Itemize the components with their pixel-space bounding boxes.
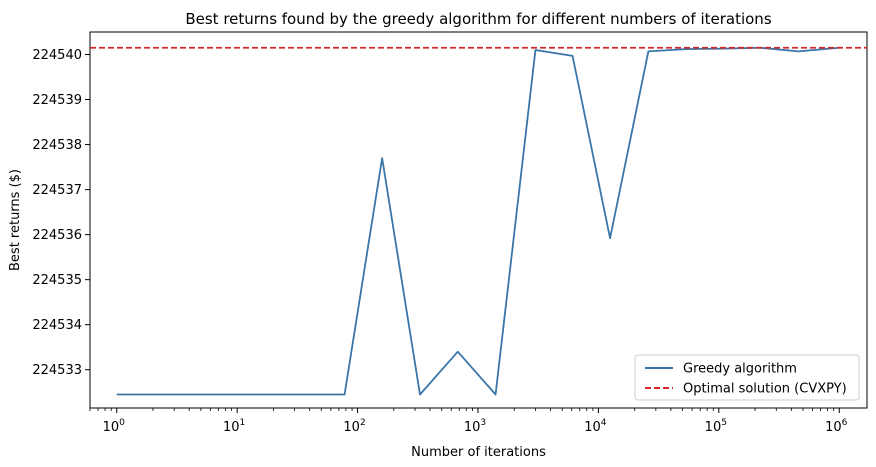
x-tick-exponent: 0	[119, 418, 125, 428]
series-layer	[90, 46, 867, 396]
x-tick-label: 102	[343, 418, 365, 435]
x-tick-label: 104	[584, 418, 607, 435]
x-tick-label: 101	[223, 418, 245, 435]
plot-area	[89, 31, 868, 409]
x-axis: 100 101 102 103 104 105 106	[89, 408, 848, 435]
legend-greedy-label: Greedy algorithm	[683, 362, 797, 377]
y-tick-label: 224540	[32, 48, 82, 63]
x-tick-exponent: 5	[721, 418, 727, 428]
x-tick-exponent: 1	[240, 418, 246, 428]
y-tick-label: 224538	[32, 138, 82, 153]
x-tick-label: 106	[825, 418, 848, 435]
x-tick-label: 105	[705, 418, 727, 435]
x-tick-exponent: 4	[601, 418, 607, 428]
y-tick-label: 224534	[32, 318, 82, 333]
y-tick-label: 224539	[32, 93, 82, 108]
x-tick-label: 100	[103, 418, 126, 435]
y-tick-label: 224537	[32, 183, 82, 198]
y-tick-label: 224533	[32, 363, 82, 378]
y-tick-label: 224535	[32, 273, 82, 288]
greedy-algorithm-line	[116, 46, 840, 396]
y-axis-label: Best returns ($)	[8, 169, 23, 271]
x-tick-exponent: 6	[842, 418, 848, 428]
y-axis: 224533 224534 224535 224536 224537 224538 2245…	[32, 48, 90, 378]
legend: Greedy algorithm Optimal solution (CVXPY…	[634, 354, 860, 401]
x-tick-exponent: 3	[480, 418, 486, 428]
legend-optimal-label: Optimal solution (CVXPY)	[683, 382, 847, 397]
x-tick-exponent: 2	[360, 418, 366, 428]
y-tick-label: 224536	[32, 228, 82, 243]
x-axis-label: Number of iterations	[411, 445, 546, 460]
x-tick-label: 103	[464, 418, 486, 435]
legend-box	[634, 354, 860, 401]
chart-title: Best returns found by the greedy algorit…	[185, 10, 771, 28]
